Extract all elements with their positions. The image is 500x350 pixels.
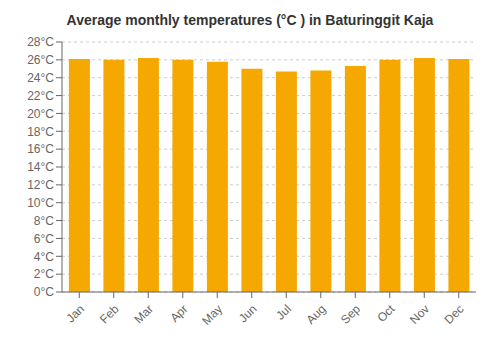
svg-text:Jan: Jan: [63, 302, 87, 326]
svg-text:Sep: Sep: [338, 302, 363, 327]
svg-text:Jul: Jul: [273, 302, 294, 323]
html-text:Average monthly temperatures (: Average monthly temperatures (°C ) in Ba…: [66, 12, 434, 28]
svg-text:22°C: 22°C: [27, 89, 54, 103]
svg-text:26°C: 26°C: [27, 53, 54, 67]
svg-text:24°C: 24°C: [27, 71, 54, 85]
svg-text:May: May: [199, 302, 225, 328]
svg-text:8°C: 8°C: [34, 214, 54, 228]
svg-text:0°C: 0°C: [34, 285, 54, 299]
svg-text:Jun: Jun: [236, 302, 260, 326]
svg-text:10°C: 10°C: [27, 196, 54, 210]
svg-text:Oct: Oct: [374, 301, 398, 325]
svg-text:Nov: Nov: [407, 302, 432, 327]
svg-text:2°C: 2°C: [34, 267, 54, 281]
svg-text:Dec: Dec: [442, 302, 467, 327]
svg-text:Aug: Aug: [304, 302, 329, 327]
svg-text:6°C: 6°C: [34, 232, 54, 246]
svg-text:18°C: 18°C: [27, 125, 54, 139]
svg-text:Feb: Feb: [97, 302, 122, 327]
svg-text:14°C: 14°C: [27, 160, 54, 174]
svg-text:Apr: Apr: [167, 302, 190, 325]
svg-text:28°C: 28°C: [27, 35, 54, 49]
svg-text:16°C: 16°C: [27, 142, 54, 156]
svg-text:20°C: 20°C: [27, 107, 54, 121]
svg-text:Mar: Mar: [132, 302, 157, 327]
svg-text:4°C: 4°C: [34, 250, 54, 264]
svg-text:12°C: 12°C: [27, 178, 54, 192]
